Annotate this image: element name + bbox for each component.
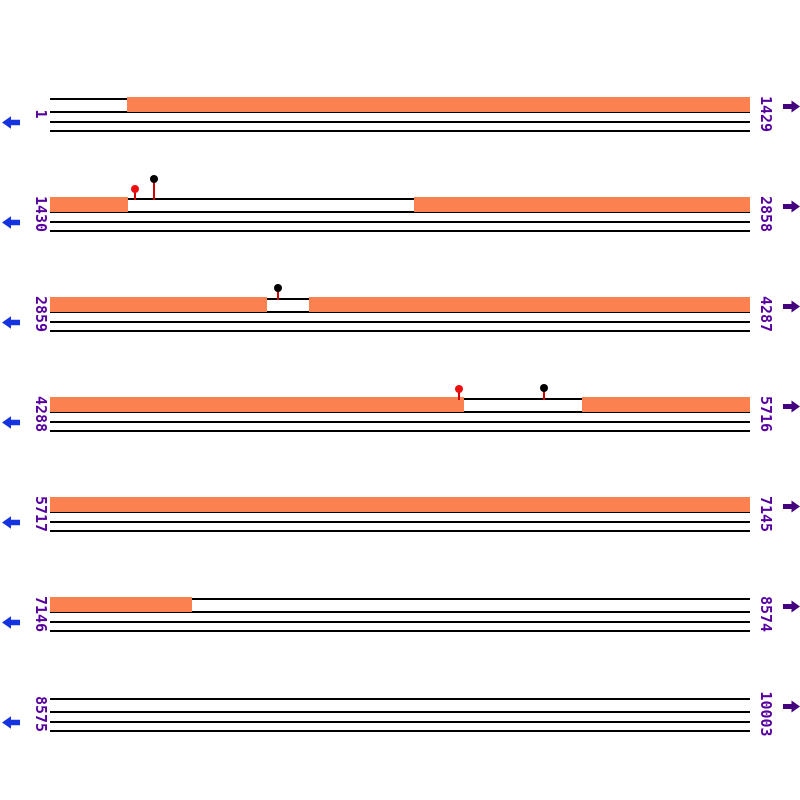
sequence-row: 1 1429: [0, 95, 800, 198]
right-arrow-icon[interactable]: [783, 200, 800, 213]
right-arrow-icon[interactable]: [783, 100, 800, 113]
sequence-track: [50, 597, 750, 638]
ruler-line: [50, 121, 750, 123]
ruler-line: [50, 530, 750, 532]
row-end-position-label: 5716: [757, 395, 775, 433]
right-arrow-icon[interactable]: [783, 400, 800, 413]
feature-bar[interactable]: [414, 197, 750, 212]
feature-bar[interactable]: [50, 297, 267, 312]
marker-stem: [458, 389, 460, 400]
ruler-line: [50, 521, 750, 523]
feature-bar[interactable]: [50, 497, 750, 512]
sequence-row: 5717 7145: [0, 495, 800, 598]
marker-stem: [134, 189, 136, 200]
ruler-line: [50, 611, 750, 613]
feature-bar[interactable]: [309, 297, 750, 312]
sequence-row: 4288 5716: [0, 384, 800, 498]
ruler-line: [50, 230, 750, 232]
row-start-position-label: 5717: [32, 495, 50, 533]
ruler-line: [50, 721, 750, 723]
sequence-row: 8575 10003: [0, 691, 800, 798]
ruler-line: [50, 321, 750, 323]
mutation-marker-black[interactable]: [540, 384, 548, 392]
ruler-line: [50, 198, 750, 200]
ruler-line: [50, 330, 750, 332]
ruler-line: [50, 211, 750, 213]
sequence-track: [50, 175, 750, 238]
sequence-track: [50, 384, 750, 438]
feature-bar[interactable]: [127, 97, 750, 112]
sequence-row: 2859 4287: [0, 284, 800, 398]
sequence-track: [50, 698, 750, 738]
feature-bar[interactable]: [50, 397, 464, 412]
left-arrow-icon[interactable]: [2, 716, 20, 729]
sequence-track: [50, 97, 750, 138]
sequence-row: 1430 2858: [0, 175, 800, 298]
mutation-marker-black[interactable]: [150, 175, 158, 183]
left-arrow-icon[interactable]: [2, 316, 20, 329]
marker-stem: [153, 179, 155, 200]
ruler-line: [50, 411, 750, 413]
feature-bar[interactable]: [50, 197, 128, 212]
ruler-line: [50, 221, 750, 223]
right-arrow-icon[interactable]: [783, 300, 800, 313]
right-arrow-icon[interactable]: [783, 600, 800, 613]
ruler-line: [50, 311, 750, 313]
sequence-track: [50, 284, 750, 338]
left-arrow-icon[interactable]: [2, 216, 20, 229]
row-end-position-label: 7145: [757, 495, 775, 533]
row-end-position-label: 10003: [757, 691, 775, 737]
feature-bar[interactable]: [582, 397, 750, 412]
ruler-line: [50, 711, 750, 713]
row-start-position-label: 2859: [32, 295, 50, 333]
left-arrow-icon[interactable]: [2, 616, 20, 629]
mutation-marker-red[interactable]: [131, 185, 139, 193]
ruler-line: [50, 130, 750, 132]
row-start-position-label: 8575: [32, 695, 50, 733]
sequence-row: 7146 8574: [0, 595, 800, 698]
marker-stem: [277, 288, 279, 300]
right-arrow-icon[interactable]: [783, 700, 800, 713]
sequence-track: [50, 497, 750, 538]
mutation-marker-black[interactable]: [274, 284, 282, 292]
row-start-position-label: 1: [32, 109, 50, 119]
ruler-line: [50, 621, 750, 623]
row-end-position-label: 4287: [757, 295, 775, 333]
mutation-marker-red[interactable]: [455, 385, 463, 393]
row-start-position-label: 7146: [32, 595, 50, 633]
ruler-line: [50, 598, 750, 600]
left-arrow-icon[interactable]: [2, 116, 20, 129]
ruler-line: [50, 111, 750, 113]
ruler-line: [50, 698, 750, 700]
left-arrow-icon[interactable]: [2, 516, 20, 529]
row-end-position-label: 1429: [757, 95, 775, 133]
marker-stem: [543, 388, 545, 400]
feature-bar[interactable]: [50, 597, 192, 612]
left-arrow-icon[interactable]: [2, 416, 20, 429]
row-end-position-label: 2858: [757, 195, 775, 233]
ruler-line: [50, 421, 750, 423]
right-arrow-icon[interactable]: [783, 500, 800, 513]
row-start-position-label: 1430: [32, 195, 50, 233]
ruler-line: [50, 730, 750, 732]
ruler-line: [50, 630, 750, 632]
row-end-position-label: 8574: [757, 595, 775, 633]
ruler-line: [50, 430, 750, 432]
ruler-line: [50, 511, 750, 513]
row-start-position-label: 4288: [32, 395, 50, 433]
